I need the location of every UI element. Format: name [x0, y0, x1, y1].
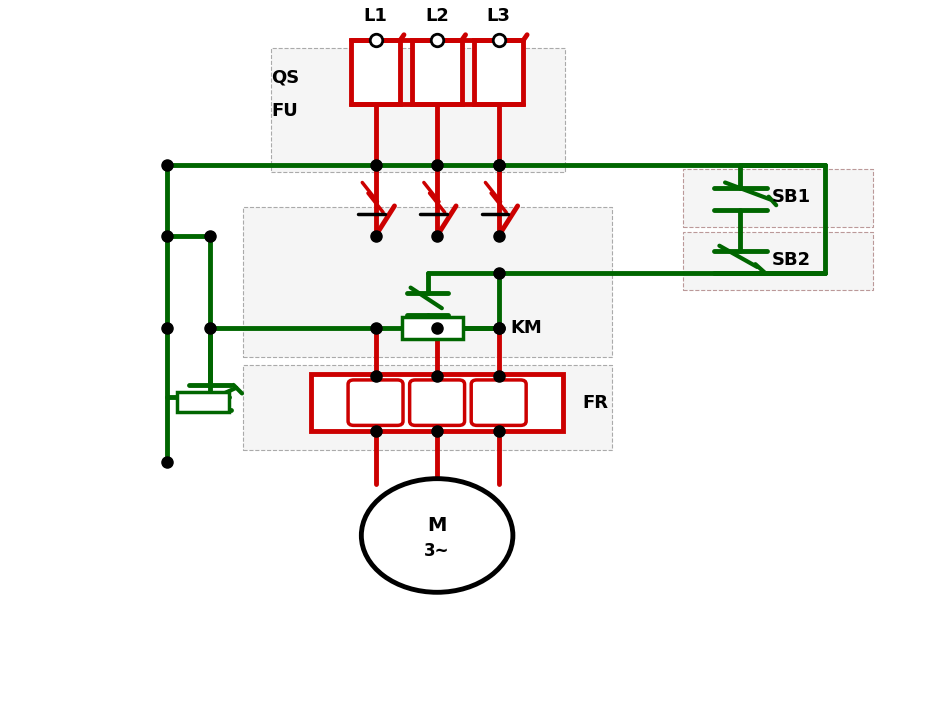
Circle shape [361, 478, 513, 593]
Text: QS: QS [272, 68, 299, 86]
FancyBboxPatch shape [348, 380, 403, 426]
Text: L1: L1 [364, 7, 388, 25]
Text: L3: L3 [486, 7, 510, 25]
Text: FU: FU [272, 103, 298, 120]
FancyBboxPatch shape [409, 380, 465, 426]
Bar [177, 392, 229, 412]
Bar [272, 48, 565, 172]
FancyBboxPatch shape [471, 380, 526, 426]
Bar [683, 232, 873, 290]
Text: KM: KM [510, 319, 542, 337]
Bar [412, 41, 462, 104]
Text: SB2: SB2 [771, 251, 810, 270]
Bar [474, 41, 523, 104]
Bar [402, 317, 464, 339]
Bar [243, 207, 613, 356]
Text: 3~: 3~ [425, 542, 450, 560]
Text: FR: FR [582, 394, 608, 411]
Text: L2: L2 [426, 7, 449, 25]
Text: SB1: SB1 [771, 188, 810, 206]
Bar [243, 365, 613, 450]
Bar [312, 374, 563, 431]
Text: M: M [428, 516, 446, 535]
Bar [351, 41, 400, 104]
Bar [683, 169, 873, 227]
